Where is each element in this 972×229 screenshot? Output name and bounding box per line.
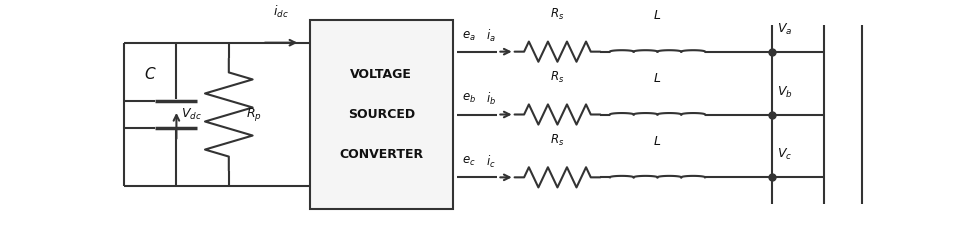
Text: $e_{c}$: $e_{c}$ [463,155,476,168]
Text: $R_s$: $R_s$ [550,133,565,148]
Text: $R_s$: $R_s$ [550,70,565,85]
Text: $R_s$: $R_s$ [550,7,565,22]
Text: $L$: $L$ [653,9,662,22]
Text: $V_{a}$: $V_{a}$ [777,22,792,37]
Text: $e_{a}$: $e_{a}$ [463,29,476,43]
Text: $V_{b}$: $V_{b}$ [777,85,792,100]
Text: CONVERTER: CONVERTER [339,148,423,161]
Text: $V_{dc}$: $V_{dc}$ [181,107,202,122]
Text: VOLTAGE: VOLTAGE [350,68,412,81]
Text: SOURCED: SOURCED [348,108,415,121]
Text: $C$: $C$ [144,66,156,82]
Text: $L$: $L$ [653,72,662,85]
Text: $i_{a}$: $i_{a}$ [486,28,496,44]
Text: $L$: $L$ [653,135,662,148]
Text: $i_{b}$: $i_{b}$ [486,91,496,107]
Text: $e_{b}$: $e_{b}$ [463,92,476,105]
Text: $i_{dc}$: $i_{dc}$ [273,4,289,20]
Text: $R_p$: $R_p$ [246,106,261,123]
Text: $V_{c}$: $V_{c}$ [777,147,792,162]
Text: $i_{c}$: $i_{c}$ [486,154,496,170]
FancyBboxPatch shape [310,20,453,209]
